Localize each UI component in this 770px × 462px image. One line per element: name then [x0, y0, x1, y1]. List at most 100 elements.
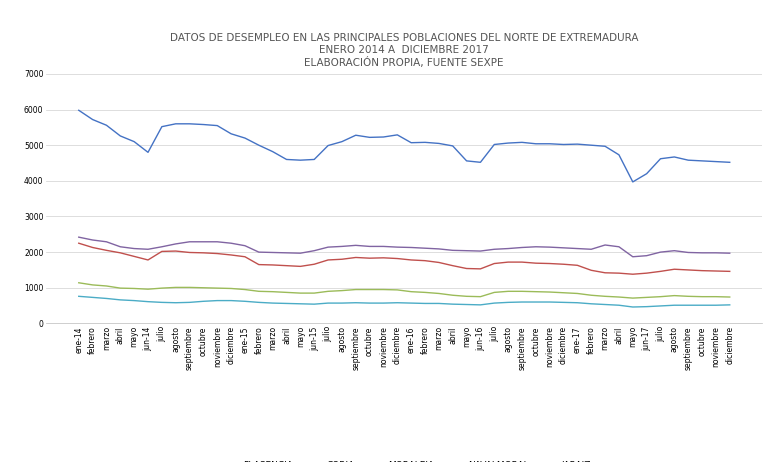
JARAIZ: [545, 299, 554, 305]
CORIA: [725, 268, 735, 274]
NAVALMORAL: [157, 244, 166, 249]
CORIA: [490, 261, 499, 266]
CORIA: [102, 248, 111, 253]
MORALEJA: [254, 289, 263, 294]
MORALEJA: [573, 291, 582, 296]
CORIA: [517, 259, 527, 265]
JARAIZ: [628, 304, 638, 310]
NAVALMORAL: [711, 250, 721, 255]
PLASENCIA: [185, 121, 194, 127]
MORALEJA: [462, 293, 471, 299]
JARAIZ: [698, 303, 707, 308]
CORIA: [587, 267, 596, 273]
JARAIZ: [614, 303, 624, 308]
JARAIZ: [559, 299, 568, 305]
NAVALMORAL: [448, 248, 457, 253]
PLASENCIA: [171, 121, 180, 127]
CORIA: [531, 261, 541, 266]
CORIA: [226, 252, 236, 258]
PLASENCIA: [462, 158, 471, 164]
MORALEJA: [434, 291, 444, 296]
MORALEJA: [268, 289, 277, 294]
CORIA: [157, 249, 166, 254]
PLASENCIA: [254, 142, 263, 148]
JARAIZ: [504, 299, 513, 305]
MORALEJA: [698, 294, 707, 299]
NAVALMORAL: [573, 246, 582, 251]
NAVALMORAL: [407, 245, 416, 250]
PLASENCIA: [725, 159, 735, 165]
PLASENCIA: [226, 131, 236, 137]
MORALEJA: [531, 289, 541, 294]
CORIA: [420, 258, 430, 263]
JARAIZ: [88, 295, 97, 300]
MORALEJA: [614, 294, 624, 300]
MORALEJA: [282, 290, 291, 295]
PLASENCIA: [684, 158, 693, 163]
CORIA: [642, 270, 651, 276]
PLASENCIA: [573, 141, 582, 147]
PLASENCIA: [296, 158, 305, 163]
PLASENCIA: [282, 157, 291, 162]
MORALEJA: [323, 289, 333, 294]
NAVALMORAL: [213, 239, 222, 244]
JARAIZ: [226, 298, 236, 304]
MORALEJA: [296, 290, 305, 296]
NAVALMORAL: [420, 245, 430, 251]
PLASENCIA: [642, 171, 651, 176]
JARAIZ: [670, 303, 679, 308]
CORIA: [711, 268, 721, 274]
CORIA: [171, 248, 180, 254]
PLASENCIA: [310, 157, 319, 162]
CORIA: [213, 251, 222, 256]
JARAIZ: [129, 298, 139, 304]
MORALEJA: [171, 285, 180, 290]
CORIA: [476, 266, 485, 272]
NAVALMORAL: [601, 242, 610, 248]
NAVALMORAL: [226, 240, 236, 246]
NAVALMORAL: [517, 245, 527, 250]
Title: DATOS DE DESEMPLEO EN LAS PRINCIPALES POBLACIONES DEL NORTE DE EXTREMADURA
ENERO: DATOS DE DESEMPLEO EN LAS PRINCIPALES PO…: [170, 33, 638, 67]
PLASENCIA: [711, 159, 721, 164]
PLASENCIA: [517, 140, 527, 145]
MORALEJA: [74, 280, 83, 286]
NAVALMORAL: [476, 248, 485, 254]
NAVALMORAL: [74, 234, 83, 240]
CORIA: [185, 249, 194, 255]
Line: CORIA: CORIA: [79, 243, 730, 274]
NAVALMORAL: [531, 244, 541, 249]
JARAIZ: [684, 303, 693, 308]
PLASENCIA: [240, 135, 249, 141]
JARAIZ: [379, 300, 388, 306]
MORALEJA: [199, 285, 208, 291]
PLASENCIA: [476, 159, 485, 165]
JARAIZ: [337, 300, 346, 306]
CORIA: [573, 262, 582, 268]
JARAIZ: [393, 300, 402, 305]
JARAIZ: [213, 298, 222, 304]
NAVALMORAL: [116, 244, 125, 249]
CORIA: [684, 267, 693, 273]
MORALEJA: [420, 290, 430, 295]
MORALEJA: [656, 294, 665, 299]
JARAIZ: [725, 302, 735, 308]
CORIA: [268, 262, 277, 267]
NAVALMORAL: [365, 243, 374, 249]
JARAIZ: [531, 299, 541, 305]
NAVALMORAL: [559, 245, 568, 250]
MORALEJA: [226, 286, 236, 291]
JARAIZ: [74, 293, 83, 299]
MORALEJA: [185, 285, 194, 290]
PLASENCIA: [601, 144, 610, 149]
NAVALMORAL: [323, 244, 333, 250]
CORIA: [240, 254, 249, 260]
PLASENCIA: [323, 143, 333, 148]
PLASENCIA: [545, 141, 554, 146]
JARAIZ: [490, 300, 499, 306]
NAVALMORAL: [254, 249, 263, 255]
PLASENCIA: [656, 156, 665, 162]
NAVALMORAL: [268, 249, 277, 255]
CORIA: [323, 257, 333, 263]
CORIA: [199, 250, 208, 255]
PLASENCIA: [614, 152, 624, 158]
